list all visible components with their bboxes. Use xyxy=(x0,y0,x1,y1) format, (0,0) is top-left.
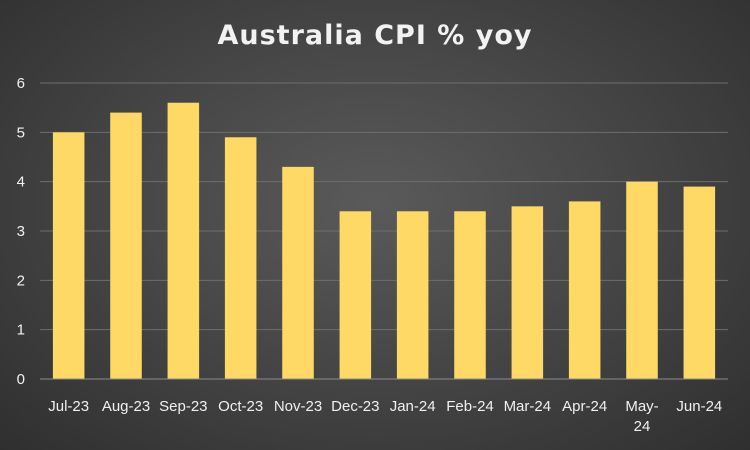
bar-may-24 xyxy=(626,181,658,379)
x-tick-label: Mar-24 xyxy=(504,398,552,415)
y-tick-label: 5 xyxy=(17,124,25,141)
y-tick-label: 4 xyxy=(17,174,25,191)
chart-title: Australia CPI % yoy xyxy=(217,20,533,51)
y-axis-tick-labels: 0 1 2 3 4 5 6 xyxy=(17,75,25,388)
bar-sep-23 xyxy=(167,102,200,379)
bar-feb-24 xyxy=(454,211,486,379)
x-tick-label: Jun-24 xyxy=(676,398,722,415)
y-tick-label: 2 xyxy=(17,272,25,289)
x-tick-label: Dec-23 xyxy=(331,398,379,415)
y-tick-label: 1 xyxy=(17,322,25,339)
y-tick-label: 0 xyxy=(17,371,25,388)
x-tick-label: Apr-24 xyxy=(562,398,607,415)
x-tick-label: May-24 xyxy=(625,398,658,435)
x-tick-label: Oct-23 xyxy=(218,398,263,415)
bar-mar-24 xyxy=(511,206,544,379)
bars xyxy=(52,102,716,379)
bar-jul-23 xyxy=(52,132,85,379)
x-tick-label: Sep-23 xyxy=(159,398,207,415)
bar-nov-23 xyxy=(282,166,314,379)
x-tick-label: Nov-23 xyxy=(274,398,322,415)
bar-dec-23 xyxy=(339,211,372,379)
x-tick-label: Jul-23 xyxy=(48,398,89,415)
x-tick-label: Feb-24 xyxy=(446,398,494,415)
gridlines xyxy=(40,82,728,331)
x-axis-tick-labels: Jul-23 Aug-23 Sep-23 Oct-23 Nov-23 Dec-23 Jan-… xyxy=(48,398,722,435)
bar-aug-23 xyxy=(110,112,142,379)
bar-apr-24 xyxy=(568,201,601,379)
x-tick-label: Jan-24 xyxy=(390,398,436,415)
y-tick-label: 3 xyxy=(17,223,25,240)
bar-jan-24 xyxy=(396,211,429,379)
y-tick-label: 6 xyxy=(17,75,25,92)
x-tick-label: Aug-23 xyxy=(102,398,150,415)
bar-jun-24 xyxy=(683,186,716,379)
bar-oct-23 xyxy=(224,137,257,379)
